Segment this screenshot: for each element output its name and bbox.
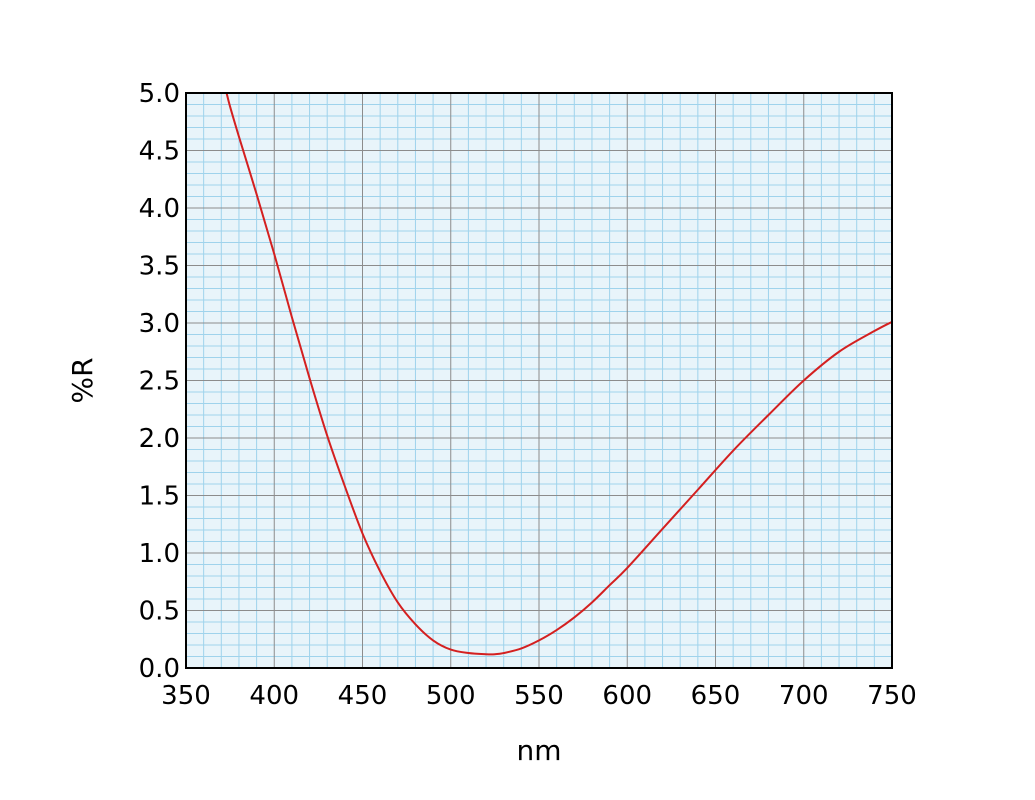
x-tick-label: 350 (161, 681, 211, 711)
y-tick-label: 3.0 (139, 309, 180, 339)
plot-frame (185, 92, 893, 669)
y-axis-title: %R (66, 357, 99, 403)
x-tick-label: 550 (514, 681, 564, 711)
series-line-0 (225, 92, 893, 656)
y-tick-label: 0.0 (139, 654, 180, 684)
y-tick-label: 5.0 (139, 79, 180, 109)
x-tick-label: 500 (426, 681, 476, 711)
y-tick-label: 1.5 (139, 482, 180, 512)
x-tick-label: 400 (249, 681, 299, 711)
x-tick-label: 750 (867, 681, 917, 711)
y-tick-labels: 0.0 0.5 1.0 1.5 2.0 2.5 3.0 3.5 4.0 4.5 5.0 (139, 79, 180, 684)
y-tick-label: 1.0 (139, 539, 180, 569)
x-tick-labels: 350 400 450 500 550 600 650 700 750 (161, 681, 917, 711)
y-tick-label: 3.5 (139, 252, 180, 282)
y-tick-label: 4.5 (139, 137, 180, 167)
x-tick-label: 450 (338, 681, 388, 711)
y-tick-label: 0.5 (139, 597, 180, 627)
y-tick-label: 2.0 (139, 424, 180, 454)
x-tick-label: 700 (779, 681, 829, 711)
y-tick-label: 4.0 (139, 194, 180, 224)
series-layer (225, 92, 893, 656)
x-tick-label: 650 (691, 681, 741, 711)
x-axis-title: nm (516, 734, 561, 767)
major-grid (186, 93, 892, 668)
x-tick-label: 600 (602, 681, 652, 711)
y-tick-label: 2.5 (139, 367, 180, 397)
